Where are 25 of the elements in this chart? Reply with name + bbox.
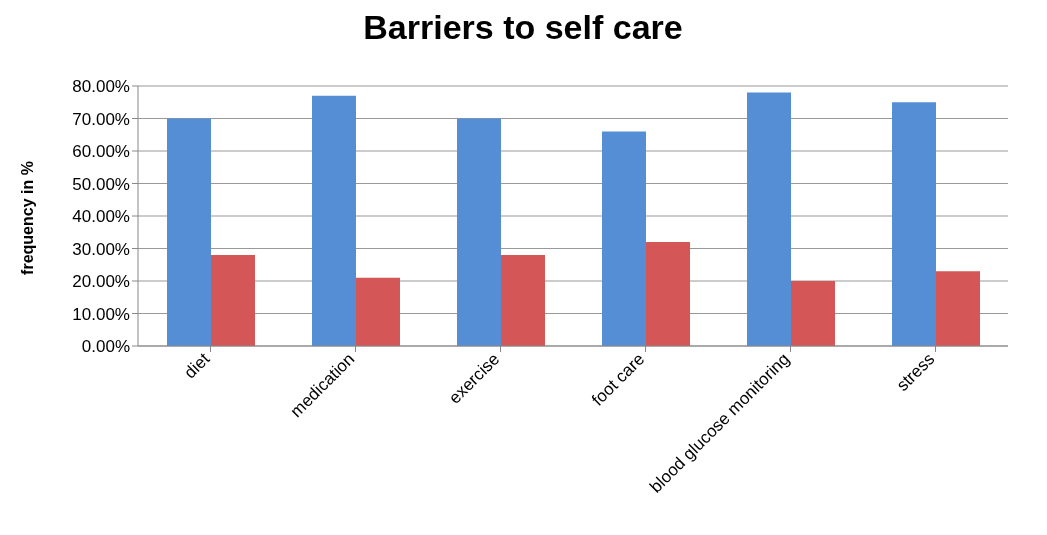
chart-title: Barriers to self care	[362, 8, 684, 48]
y-axis-title: frequency in %	[19, 161, 37, 275]
bar	[356, 277, 400, 346]
y-tick-label: 50.00%	[72, 174, 130, 194]
bar	[747, 92, 791, 346]
y-tick-label: 60.00%	[72, 142, 130, 162]
bar	[167, 118, 211, 346]
y-tick-label: 20.00%	[72, 272, 130, 292]
bar	[457, 118, 501, 346]
y-tick-label: 80.00%	[72, 77, 130, 97]
bar	[501, 255, 545, 346]
bar	[892, 102, 936, 346]
y-tick-label: 40.00%	[72, 207, 130, 227]
y-tick-label: 30.00%	[72, 239, 130, 259]
y-tick-label: 70.00%	[72, 109, 130, 129]
bar	[936, 271, 980, 346]
y-tick-label: 0.00%	[81, 337, 130, 357]
x-tick-label: foot care	[588, 349, 649, 410]
x-tick-label: diet	[180, 349, 214, 383]
y-tick-label: 10.00%	[72, 304, 130, 324]
bar	[312, 95, 356, 346]
bar	[791, 281, 835, 346]
bar	[211, 255, 255, 346]
bar	[602, 131, 646, 346]
bar	[646, 242, 690, 346]
